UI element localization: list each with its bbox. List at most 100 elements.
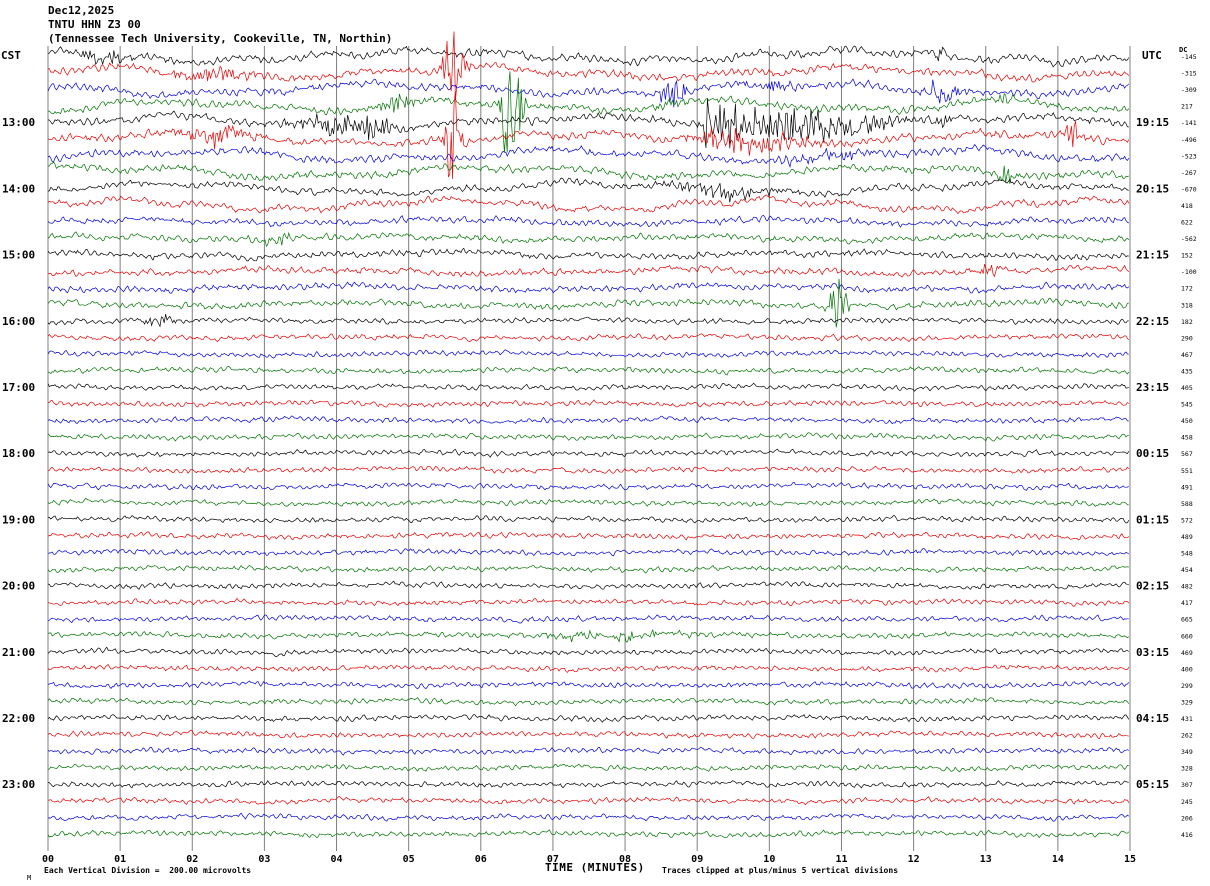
cst-time-label: 16:00 xyxy=(2,315,35,328)
utc-time-label: 20:15 xyxy=(1136,182,1169,195)
dc-offset-value: -100 xyxy=(1181,268,1197,276)
dc-offset-value: -670 xyxy=(1181,185,1197,193)
minute-tick-label: 04 xyxy=(331,854,343,865)
date-line: Dec12,2025 xyxy=(48,4,115,17)
dc-offset-value: 482 xyxy=(1181,583,1193,591)
dc-offset-value: 290 xyxy=(1181,334,1193,342)
dc-offset-value: 318 xyxy=(1181,301,1193,309)
dc-offset-value: -523 xyxy=(1181,152,1197,160)
minute-tick-label: 02 xyxy=(186,854,198,865)
minute-tick-label: 13 xyxy=(980,854,992,865)
trace-row-2-blue xyxy=(47,78,1130,108)
dc-offset-value: 548 xyxy=(1181,550,1193,558)
dc-offset-value: 660 xyxy=(1181,632,1193,640)
right-axis-header: UTC xyxy=(1142,49,1162,62)
dc-offset-value: -309 xyxy=(1181,86,1197,94)
cst-time-label: 22:00 xyxy=(2,712,35,725)
cst-time-label: 14:00 xyxy=(2,182,35,195)
trace-row-39-green xyxy=(47,697,1130,707)
dc-offset-value: -562 xyxy=(1181,235,1197,243)
trace-row-44-black xyxy=(47,780,1129,789)
trace-row-5-red xyxy=(47,90,1130,179)
trace-row-42-blue xyxy=(47,746,1129,756)
cst-time-label: 13:00 xyxy=(2,116,35,129)
trace-row-8-black xyxy=(47,177,1129,203)
dc-offset-value: 435 xyxy=(1181,367,1193,375)
cst-time-label: 15:00 xyxy=(2,249,35,262)
dc-offset-value: 588 xyxy=(1181,500,1193,508)
trace-row-1-red xyxy=(47,31,1130,101)
trace-row-6-blue xyxy=(47,143,1130,169)
dc-offset-value: -267 xyxy=(1181,169,1197,177)
dc-offset-value: 665 xyxy=(1181,616,1193,624)
trace-row-36-black xyxy=(47,646,1129,658)
dc-offset-value: 431 xyxy=(1181,715,1193,723)
minute-tick-label: 08 xyxy=(619,854,631,865)
dc-offset-value: 491 xyxy=(1181,483,1193,491)
dc-offset-value: 467 xyxy=(1181,351,1193,359)
dc-offset-value: 572 xyxy=(1181,516,1193,524)
utc-time-label: 22:15 xyxy=(1136,315,1169,328)
dc-offset-value: 307 xyxy=(1181,781,1193,789)
trace-row-15-green xyxy=(47,278,1129,328)
dc-offset-value: 329 xyxy=(1181,698,1193,706)
minute-tick-label: 03 xyxy=(258,854,270,865)
trace-row-21-red xyxy=(47,399,1130,408)
dc-offset-value: 299 xyxy=(1181,682,1193,690)
minute-tick-label: 14 xyxy=(1052,854,1064,865)
minute-tick-label: 01 xyxy=(114,854,126,865)
trace-row-13-red xyxy=(48,264,1130,278)
trace-row-22-blue xyxy=(47,415,1129,425)
trace-row-23-green xyxy=(47,432,1129,442)
left-axis-header: CST xyxy=(1,49,21,62)
dc-offset-value: 400 xyxy=(1181,665,1193,673)
dc-offset-value: -496 xyxy=(1181,136,1197,144)
trace-row-24-black xyxy=(47,448,1130,458)
clip-note: Traces clipped at plus/minus 5 vertical … xyxy=(662,866,899,875)
utc-time-label: 21:15 xyxy=(1136,249,1169,262)
dc-offset-value: 458 xyxy=(1181,434,1193,442)
utc-time-label: 04:15 xyxy=(1136,712,1169,725)
dc-offset-value: 567 xyxy=(1181,450,1193,458)
cst-time-label: 20:00 xyxy=(2,580,35,593)
dc-offset-value: 418 xyxy=(1181,202,1193,210)
utc-time-label: 05:15 xyxy=(1136,778,1169,791)
trace-row-11-green xyxy=(47,231,1130,247)
location-line: (Tennessee Tech University, Cookeville, … xyxy=(48,32,393,45)
trace-row-26-blue xyxy=(47,481,1129,491)
utc-time-label: 03:15 xyxy=(1136,646,1169,659)
dc-offset-value: 469 xyxy=(1181,649,1193,657)
utc-time-label: 19:15 xyxy=(1136,116,1169,129)
trace-row-9-red xyxy=(47,194,1130,215)
dc-offset-value: 172 xyxy=(1181,285,1193,293)
trace-row-30-blue xyxy=(47,548,1129,557)
scale-note: Each Vertical Division = 200.00 microvol… xyxy=(44,866,252,875)
dc-offset-value: 206 xyxy=(1181,814,1193,822)
dc-offset-value: -145 xyxy=(1181,53,1197,61)
utc-time-label: 23:15 xyxy=(1136,381,1169,394)
trace-row-33-red xyxy=(47,597,1130,607)
trace-row-27-green xyxy=(47,497,1129,507)
minute-tick-label: 00 xyxy=(42,854,54,865)
dc-offset-value: 416 xyxy=(1181,831,1193,839)
dc-offset-value: 245 xyxy=(1181,798,1193,806)
trace-row-18-blue xyxy=(47,349,1129,359)
dc-offset-value: 551 xyxy=(1181,467,1193,475)
dc-column-header: DC xyxy=(1179,46,1188,54)
station-line: TNTU HHN Z3 00 xyxy=(48,18,141,31)
x-axis-label: TIME (MINUTES) xyxy=(545,861,645,874)
trace-row-43-green xyxy=(47,763,1129,773)
cst-time-label: 18:00 xyxy=(2,447,35,460)
dc-offset-value: 417 xyxy=(1181,599,1193,607)
corner-artifact-text: M xyxy=(27,874,32,882)
trace-row-10-blue xyxy=(47,214,1129,228)
minute-tick-label: 11 xyxy=(835,854,847,865)
dc-offset-value: 489 xyxy=(1181,533,1193,541)
minute-tick-label: 05 xyxy=(403,854,415,865)
trace-row-34-blue xyxy=(47,614,1129,624)
trace-row-28-black xyxy=(47,514,1130,524)
trace-row-17-red xyxy=(47,333,1130,343)
minute-tick-label: 06 xyxy=(475,854,487,865)
